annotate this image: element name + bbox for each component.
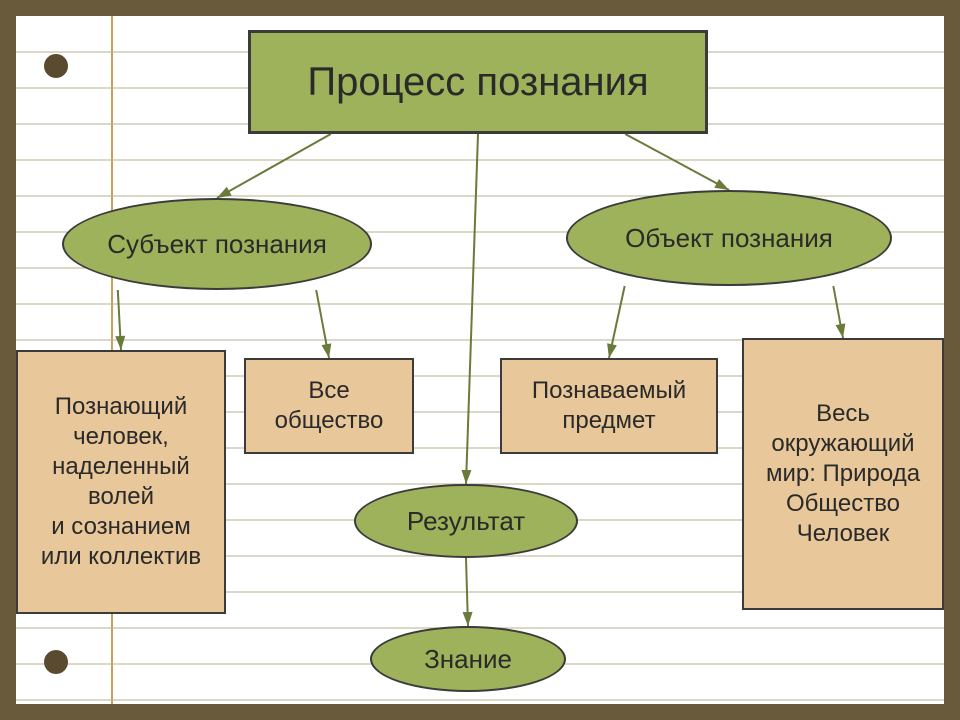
node-sub_right: Все общество bbox=[244, 358, 414, 454]
node-obj_left: Познаваемый предмет bbox=[500, 358, 718, 454]
node-obj_right: Весь окружающий мир: Природа Общество Че… bbox=[742, 338, 944, 610]
node-subject: Субъект познания bbox=[62, 198, 372, 290]
node-title: Процесс познания bbox=[248, 30, 708, 134]
diagram-frame: Процесс познания Субъект познания Объект п… bbox=[0, 0, 960, 720]
node-knowledge: Знание bbox=[370, 626, 566, 692]
node-sub_left: Познающий человек, наделенный волей и со… bbox=[16, 350, 226, 614]
node-object: Объект познания bbox=[566, 190, 892, 286]
node-result: Результат bbox=[354, 484, 578, 558]
